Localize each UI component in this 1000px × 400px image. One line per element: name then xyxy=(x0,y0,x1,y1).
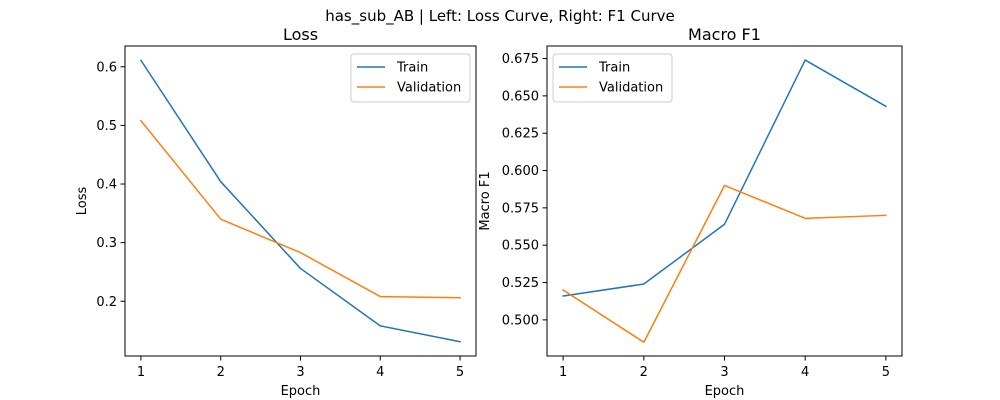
x-axis-label: Epoch xyxy=(705,384,745,399)
series-line-validation xyxy=(139,119,461,299)
x-tick-label: 1 xyxy=(137,365,145,380)
y-tick-label: 0.575 xyxy=(502,201,539,216)
y-tick-label: 0.500 xyxy=(502,313,539,328)
y-tick-label: 0.3 xyxy=(96,236,117,251)
x-tick-label: 4 xyxy=(801,365,809,380)
x-tick-label: 5 xyxy=(456,365,464,380)
legend-box xyxy=(552,53,673,103)
y-tick-label: 0.6 xyxy=(96,60,117,75)
legend-label-validation: Validation xyxy=(599,81,663,96)
y-tick-label: 0.2 xyxy=(96,295,117,310)
legend-label-train: Train xyxy=(396,61,428,76)
legend-box xyxy=(350,53,471,103)
y-tick-label: 0.600 xyxy=(502,164,539,179)
chart-panels: 1 2 3 4 5 0.2 0.3 0.4 0.5 0.6 Loss Epoch Loss Train Va… xyxy=(75,25,903,399)
legend-label-validation: Validation xyxy=(397,81,461,96)
figure-suptitle: has_sub_AB | Left: Loss Curve, Right: F1… xyxy=(325,7,675,26)
x-tick-label: 3 xyxy=(720,365,728,380)
series-line-train xyxy=(562,59,887,297)
x-tick-label: 2 xyxy=(640,365,648,380)
chart-title: Loss xyxy=(283,25,318,44)
y-tick-label: 0.675 xyxy=(502,52,539,67)
chart-right: 1 2 3 4 5 0.500 0.525 0.550 0.575 0.600 0.625 0.650… xyxy=(478,25,903,399)
legend-label-train: Train xyxy=(598,61,630,76)
chart-title: Macro F1 xyxy=(688,25,761,44)
y-axis-label: Loss xyxy=(75,187,90,216)
series-line-train xyxy=(139,59,461,343)
x-axis-label: Epoch xyxy=(281,384,321,399)
legend: Train Validation xyxy=(350,53,471,103)
x-tick-label: 1 xyxy=(559,365,567,380)
x-tick-label: 4 xyxy=(376,365,384,380)
y-axis-label: Macro F1 xyxy=(478,171,493,230)
x-tick-label: 2 xyxy=(217,365,225,380)
y-tick-label: 0.650 xyxy=(502,89,539,104)
y-tick-label: 0.550 xyxy=(502,239,539,254)
y-tick-label: 0.625 xyxy=(502,127,539,142)
x-tick-label: 3 xyxy=(296,365,304,380)
y-tick-label: 0.525 xyxy=(502,276,539,291)
legend: Train Validation xyxy=(552,53,673,103)
y-tick-label: 0.5 xyxy=(96,119,117,134)
x-tick-label: 5 xyxy=(882,365,890,380)
series-line-validation xyxy=(562,184,887,344)
chart-left: 1 2 3 4 5 0.2 0.3 0.4 0.5 0.6 Loss Epoch Loss Train Va… xyxy=(75,25,477,399)
y-tick-label: 0.4 xyxy=(96,178,117,193)
